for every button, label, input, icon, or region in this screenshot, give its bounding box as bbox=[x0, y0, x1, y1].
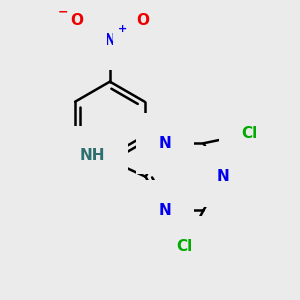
Text: NH: NH bbox=[79, 148, 105, 164]
Text: O: O bbox=[71, 13, 84, 28]
Text: +: + bbox=[118, 24, 127, 34]
Text: O: O bbox=[136, 13, 149, 28]
Text: N: N bbox=[103, 32, 116, 47]
Text: Cl: Cl bbox=[176, 239, 192, 254]
Text: −: − bbox=[58, 5, 68, 18]
Text: Cl: Cl bbox=[242, 126, 258, 141]
Text: N: N bbox=[158, 203, 171, 218]
Text: N: N bbox=[158, 136, 171, 151]
Text: N: N bbox=[216, 169, 229, 184]
